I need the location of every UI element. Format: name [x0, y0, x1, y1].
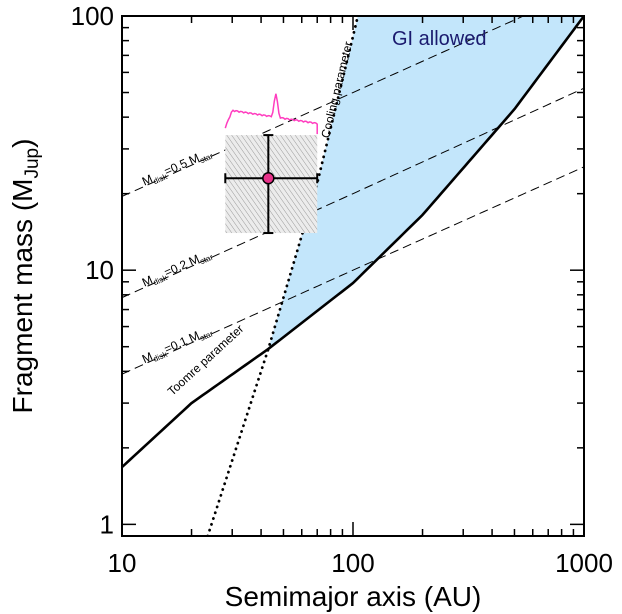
axis-labels: 10 100 1000 1 10 100	[71, 1, 613, 578]
disk-mass-label-m05: Mdisk=0.5 Mstar	[140, 145, 215, 190]
x-axis-title: Semimajor axis (AU)	[225, 581, 482, 612]
m02-line	[122, 87, 584, 299]
plot-area	[122, 16, 584, 536]
disk-mass-label-m02: Mdisk=0.2 Mstar	[140, 246, 215, 291]
y-tick-label: 1	[100, 509, 114, 539]
y-axis-title: Fragment mass (MJup)	[7, 139, 43, 414]
y-tick-label: 100	[71, 1, 114, 31]
gi-allowed-label: GI allowed	[392, 28, 487, 50]
x-tick-label: 100	[331, 548, 374, 578]
x-tick-label: 10	[108, 548, 137, 578]
y-tick-label: 10	[85, 255, 114, 285]
series-lines	[122, 16, 584, 536]
m05-line	[122, 16, 525, 197]
measurement-point	[262, 171, 275, 185]
x-tick-label: 1000	[555, 548, 613, 578]
uncertainty-box	[225, 135, 318, 234]
gi-allowed-region	[268, 16, 584, 349]
measurement-group	[224, 93, 319, 235]
m01-line	[122, 166, 584, 375]
toomre-line	[122, 16, 584, 469]
axis-ticks	[121, 16, 585, 537]
spectrum-line	[224, 93, 318, 135]
